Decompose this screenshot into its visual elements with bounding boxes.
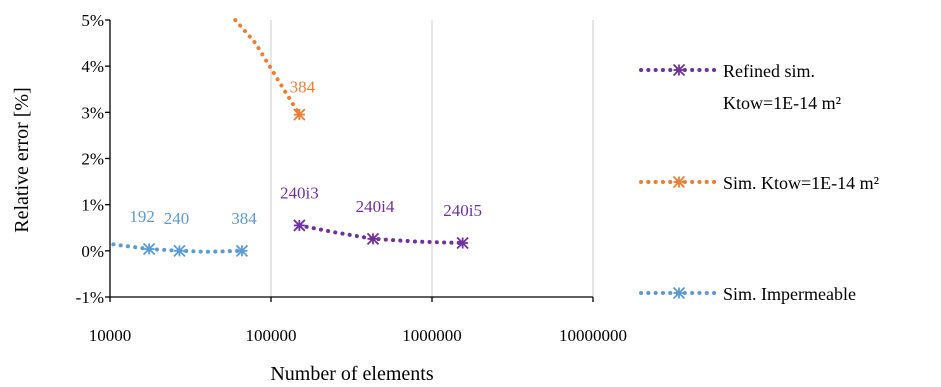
legend: Refined sim. Ktow=1E-14 m² Sim. Ktow=1E-14… bbox=[639, 61, 879, 304]
y-axis-title: Relative error [%] bbox=[11, 87, 33, 232]
series-trendline bbox=[233, 18, 302, 117]
legend-item: Refined sim. Ktow=1E-14 m² bbox=[639, 61, 841, 113]
y-tick-label: 2% bbox=[81, 150, 104, 169]
data-point bbox=[366, 232, 380, 245]
axes bbox=[105, 19, 594, 302]
x-tick-label: 100000 bbox=[246, 326, 297, 345]
legend-item: Sim. Impermeable bbox=[639, 284, 856, 304]
data-point bbox=[293, 219, 306, 232]
series-layer bbox=[111, 18, 469, 257]
legend-label: Refined sim. bbox=[723, 61, 815, 81]
data-label: 384 bbox=[231, 209, 257, 228]
marker-stroke bbox=[293, 219, 306, 232]
marker-stroke bbox=[142, 242, 156, 256]
marker-stroke bbox=[672, 63, 686, 77]
legend-label: Sim. Ktow=1E-14 m² bbox=[723, 173, 879, 193]
data-label: 192 bbox=[129, 207, 155, 226]
y-tick-label: 4% bbox=[81, 57, 104, 76]
y-tick-label: 0% bbox=[81, 242, 104, 261]
marker-stroke bbox=[235, 244, 249, 257]
y-tick-label: 1% bbox=[81, 196, 104, 215]
y-tick-label: 5% bbox=[81, 11, 104, 30]
y-tick-label: -1% bbox=[76, 288, 104, 307]
data-point bbox=[142, 242, 156, 256]
legend-item: Sim. Ktow=1E-14 m² bbox=[639, 173, 879, 193]
series-trendline bbox=[297, 223, 465, 245]
data-point bbox=[293, 108, 306, 121]
x-tick-label: 10000 bbox=[89, 326, 132, 345]
legend-marker bbox=[672, 286, 686, 300]
x-axis-title: Number of elements bbox=[270, 363, 433, 385]
legend-marker bbox=[672, 63, 686, 77]
x-tick-label: 10000000 bbox=[559, 326, 627, 345]
legend-label: Ktow=1E-14 m² bbox=[723, 93, 841, 113]
tick-labels: 10000 100000 1000000 10000000 -1% 0% 1% 2% 3% 4% 5… bbox=[76, 11, 627, 345]
data-label: 240i4 bbox=[356, 197, 395, 216]
gridlines bbox=[270, 20, 594, 297]
data-point bbox=[235, 244, 249, 257]
data-label: 240i5 bbox=[443, 201, 482, 220]
x-tick-label: 1000000 bbox=[402, 326, 462, 345]
data-label: 240i3 bbox=[280, 183, 319, 202]
marker-stroke bbox=[456, 236, 469, 250]
marker-stroke bbox=[672, 286, 686, 300]
data-label: 384 bbox=[290, 78, 316, 97]
legend-label: Sim. Impermeable bbox=[723, 284, 856, 304]
marker-stroke bbox=[366, 232, 380, 245]
marker-stroke bbox=[173, 244, 186, 257]
marker-stroke bbox=[672, 175, 686, 189]
data-label: 240 bbox=[164, 209, 190, 228]
data-point bbox=[456, 236, 469, 250]
data-point bbox=[173, 244, 186, 257]
y-tick-label: 3% bbox=[81, 103, 104, 122]
marker-stroke bbox=[293, 108, 306, 121]
data-labels: 240i3 240i4 240i5 384 192 240 384 bbox=[129, 78, 482, 228]
legend-marker bbox=[672, 175, 686, 189]
